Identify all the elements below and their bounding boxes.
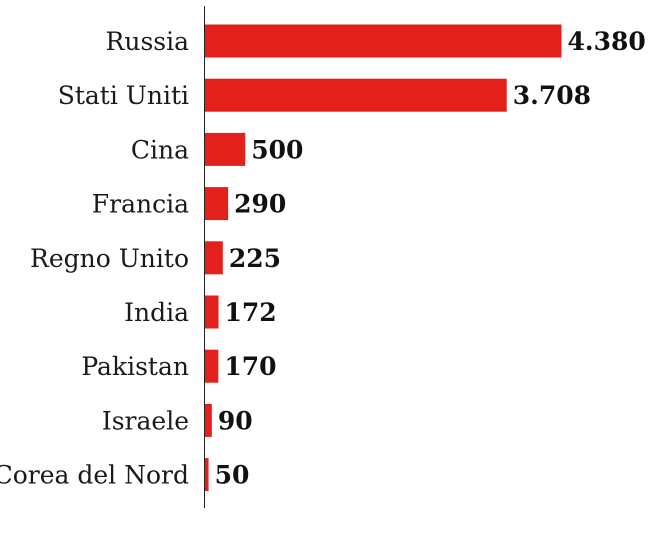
bar-israele [204,403,212,437]
category-labels: Russia Stati Uniti Cina Francia Regno Unito I… [0,27,189,490]
bar-india [204,295,219,329]
bar-pakistan [204,349,219,383]
category-label: Cina [131,135,189,164]
bar-stati-uniti [204,78,507,112]
category-label: Israele [102,406,189,435]
bar-francia [204,187,229,221]
value-label: 500 [251,135,303,164]
bar-cina [204,132,246,166]
value-label: 225 [229,244,281,273]
value-label: 172 [225,298,277,327]
category-label: Stati Uniti [58,81,189,110]
category-label: Francia [92,190,189,219]
value-label: 170 [224,352,276,381]
value-label: 290 [234,190,286,219]
bar-russia [204,24,562,58]
category-label: India [124,298,189,327]
category-label: Corea del Nord [0,461,189,490]
category-label: Pakistan [81,352,189,381]
value-labels: 4.380 3.708 500 290 225 172 170 90 50 [215,27,646,490]
bars-group [204,24,562,492]
value-label: 4.380 [568,27,646,56]
category-label: Russia [106,27,190,56]
value-label: 3.708 [513,81,591,110]
bar-regno-unito [204,241,223,275]
value-label: 90 [218,406,253,435]
value-label: 50 [215,461,250,490]
bar-corea-del-nord [204,458,209,492]
category-label: Regno Unito [30,244,189,273]
